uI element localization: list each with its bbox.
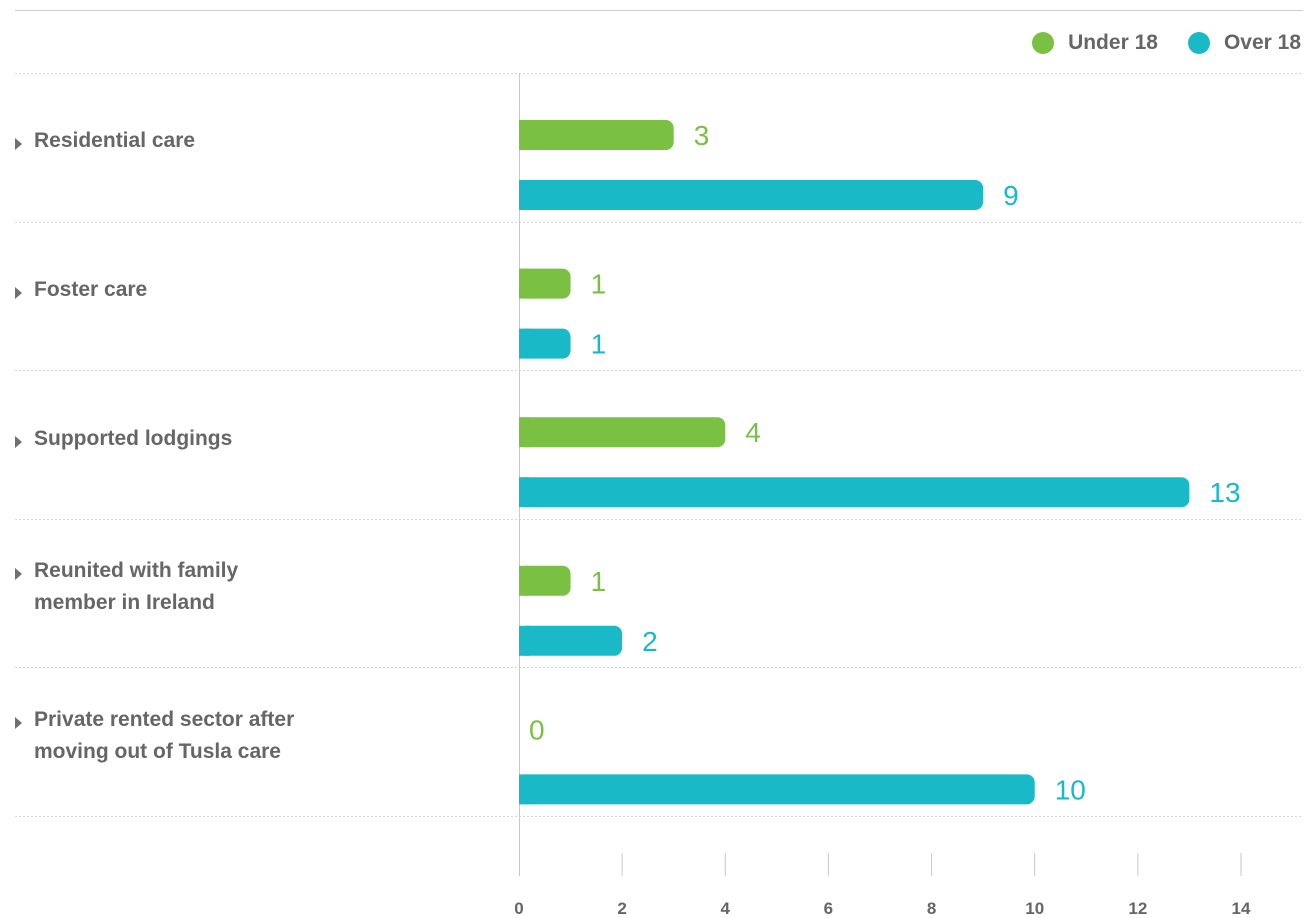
bar-left-edge [519, 417, 529, 448]
bar-left-edge [519, 477, 529, 508]
bar-left-edge [519, 328, 529, 359]
bar-value-label: 0 [529, 714, 545, 745]
top-divider [15, 10, 1303, 11]
x-tick-label: 14 [1232, 899, 1251, 918]
bar [519, 120, 674, 150]
expand-arrow-icon[interactable] [15, 717, 22, 729]
bar-left-edge [519, 120, 529, 150]
x-tick-label: 4 [721, 899, 731, 918]
bar-value-label: 1 [591, 269, 607, 300]
bar-value-label: 13 [1209, 477, 1240, 508]
legend: Under 18 Over 18 [1032, 28, 1301, 58]
legend-item-under-18[interactable]: Under 18 [1032, 31, 1158, 55]
legend-item-over-18[interactable]: Over 18 [1187, 31, 1301, 55]
x-tick-label: 12 [1128, 899, 1147, 918]
bar-left-edge [519, 180, 529, 210]
bar-value-label: 2 [642, 626, 658, 657]
bar [519, 625, 623, 656]
bar [519, 268, 571, 299]
category-residential-care[interactable]: Residential care [15, 129, 344, 157]
bar-value-label: 1 [591, 566, 607, 597]
category-supported-lodgings[interactable]: Supported lodgings [15, 427, 344, 455]
expand-arrow-icon[interactable] [15, 436, 22, 448]
category-foster-care[interactable]: Foster care [15, 278, 344, 306]
expand-arrow-icon[interactable] [15, 138, 22, 150]
bar-value-label: 10 [1055, 774, 1086, 805]
x-tick-label: 2 [617, 899, 626, 918]
legend-swatch-over-18 [1187, 32, 1210, 54]
bar-value-label: 4 [745, 417, 761, 448]
category-private-rented-sector[interactable]: Private rented sector after moving out o… [15, 708, 344, 768]
bar [519, 477, 1190, 508]
legend-label-under-18: Under 18 [1068, 31, 1158, 54]
expand-arrow-icon[interactable] [15, 568, 22, 580]
category-label: Private rented sector after moving out o… [34, 708, 295, 763]
bar [519, 565, 571, 596]
category-label: Supported lodgings [34, 427, 233, 450]
bar [519, 180, 984, 210]
x-tick-label: 0 [514, 899, 523, 918]
category-label: Reunited with family member in Ireland [34, 559, 239, 614]
category-reunited-with-family[interactable]: Reunited with family member in Ireland [15, 559, 344, 619]
x-tick-label: 8 [927, 899, 936, 918]
x-tick-label: 6 [824, 899, 833, 918]
x-tick-label: 10 [1025, 899, 1044, 918]
bar-left-edge [519, 625, 529, 656]
bar-left-edge [519, 565, 529, 596]
bar [519, 774, 1035, 805]
bar-value-label: 9 [1003, 180, 1019, 211]
category-label: Residential care [34, 129, 196, 152]
category-label: Foster care [34, 278, 148, 301]
legend-swatch-under-18 [1032, 32, 1055, 54]
bar-value-label: 3 [694, 120, 710, 151]
bar [519, 417, 726, 448]
expand-arrow-icon[interactable] [15, 287, 22, 299]
bar-value-label: 1 [591, 329, 607, 360]
bar [519, 328, 571, 359]
bar-left-edge [519, 268, 529, 299]
bar-left-edge [519, 774, 529, 805]
legend-label-over-18: Over 18 [1223, 31, 1301, 54]
